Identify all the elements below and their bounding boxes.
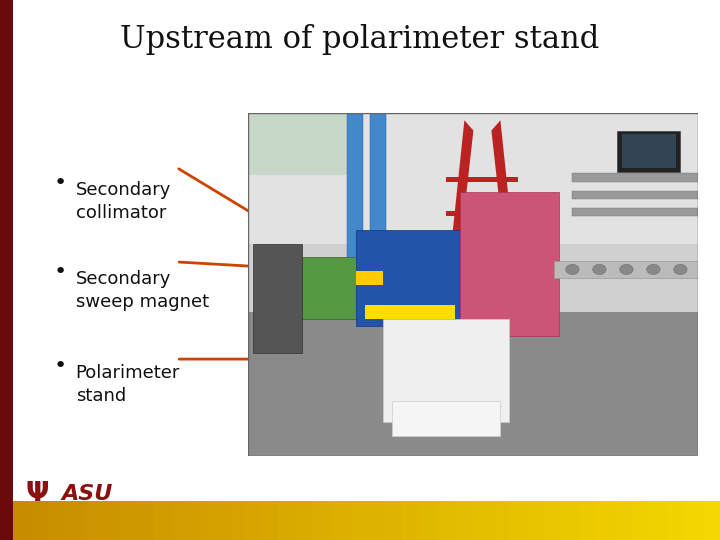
Bar bbox=[572, 191, 698, 199]
Bar bbox=[248, 113, 698, 312]
Bar bbox=[137, 501, 154, 540]
Bar bbox=[649, 501, 667, 540]
Bar bbox=[102, 501, 119, 540]
Bar bbox=[356, 271, 383, 285]
Bar bbox=[618, 131, 680, 172]
Bar bbox=[596, 501, 614, 540]
Bar bbox=[248, 312, 698, 456]
Bar bbox=[13, 501, 31, 540]
Bar bbox=[685, 501, 702, 540]
Bar bbox=[248, 113, 698, 244]
Bar bbox=[460, 192, 559, 336]
Bar bbox=[66, 501, 84, 540]
Bar bbox=[383, 319, 510, 422]
Bar bbox=[554, 261, 698, 278]
Text: •: • bbox=[54, 262, 67, 282]
Bar bbox=[572, 173, 698, 182]
Bar bbox=[296, 501, 313, 540]
Bar bbox=[614, 501, 631, 540]
Bar bbox=[370, 113, 386, 302]
Text: ASU: ASU bbox=[61, 484, 112, 504]
Bar bbox=[446, 177, 518, 182]
Bar bbox=[446, 245, 518, 251]
Circle shape bbox=[674, 264, 687, 274]
Bar bbox=[348, 501, 366, 540]
Bar bbox=[490, 501, 508, 540]
Bar bbox=[356, 230, 464, 326]
Text: Ψ: Ψ bbox=[26, 480, 49, 508]
Bar bbox=[446, 211, 518, 216]
Bar bbox=[313, 501, 331, 540]
Bar bbox=[84, 501, 102, 540]
Text: •: • bbox=[54, 356, 67, 376]
Bar bbox=[572, 208, 698, 216]
Bar bbox=[154, 501, 172, 540]
Bar bbox=[508, 501, 526, 540]
Bar bbox=[420, 501, 437, 540]
Text: Upstream of polarimeter stand: Upstream of polarimeter stand bbox=[120, 24, 600, 55]
Bar bbox=[579, 501, 596, 540]
Bar bbox=[472, 501, 490, 540]
Bar bbox=[526, 501, 543, 540]
Bar bbox=[48, 501, 66, 540]
Bar bbox=[631, 501, 649, 540]
Bar bbox=[207, 501, 225, 540]
Bar bbox=[347, 113, 363, 302]
Bar bbox=[437, 501, 455, 540]
Bar bbox=[243, 501, 261, 540]
Circle shape bbox=[620, 264, 633, 274]
Bar bbox=[392, 401, 500, 436]
Text: Secondary
sweep magnet: Secondary sweep magnet bbox=[76, 270, 209, 311]
Bar bbox=[331, 501, 348, 540]
Bar bbox=[365, 306, 455, 319]
Text: 33: 33 bbox=[675, 511, 695, 526]
Bar bbox=[261, 501, 278, 540]
Bar bbox=[702, 501, 720, 540]
Circle shape bbox=[647, 264, 660, 274]
Bar bbox=[31, 501, 48, 540]
Bar bbox=[0, 0, 13, 540]
Polygon shape bbox=[491, 120, 518, 292]
Text: Polarimeter
stand: Polarimeter stand bbox=[76, 364, 180, 406]
Bar bbox=[253, 244, 302, 354]
Bar bbox=[544, 501, 561, 540]
Bar bbox=[190, 501, 207, 540]
Bar bbox=[172, 501, 189, 540]
Bar bbox=[278, 501, 296, 540]
Bar bbox=[366, 501, 384, 540]
Bar bbox=[225, 501, 243, 540]
Bar bbox=[622, 134, 676, 168]
Bar bbox=[302, 258, 370, 319]
Bar bbox=[455, 501, 472, 540]
Bar bbox=[561, 501, 579, 540]
Polygon shape bbox=[446, 120, 474, 292]
Bar bbox=[667, 501, 685, 540]
Circle shape bbox=[593, 264, 606, 274]
Text: •: • bbox=[54, 173, 67, 193]
Bar bbox=[119, 501, 137, 540]
Circle shape bbox=[566, 264, 579, 274]
Bar bbox=[384, 501, 402, 540]
Bar bbox=[402, 501, 420, 540]
Text: Secondary
collimator: Secondary collimator bbox=[76, 181, 171, 222]
Bar bbox=[248, 113, 347, 175]
